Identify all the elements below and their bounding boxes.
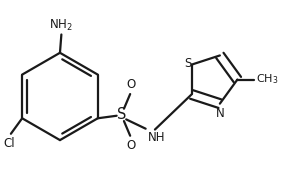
Text: S: S [117, 107, 126, 122]
Text: S: S [184, 57, 191, 70]
Text: O: O [126, 139, 136, 152]
Text: Cl: Cl [4, 137, 15, 150]
Text: NH: NH [147, 131, 165, 144]
Text: CH$_3$: CH$_3$ [256, 72, 279, 86]
Text: O: O [126, 78, 136, 91]
Text: NH$_2$: NH$_2$ [49, 17, 73, 33]
Text: N: N [215, 107, 224, 120]
